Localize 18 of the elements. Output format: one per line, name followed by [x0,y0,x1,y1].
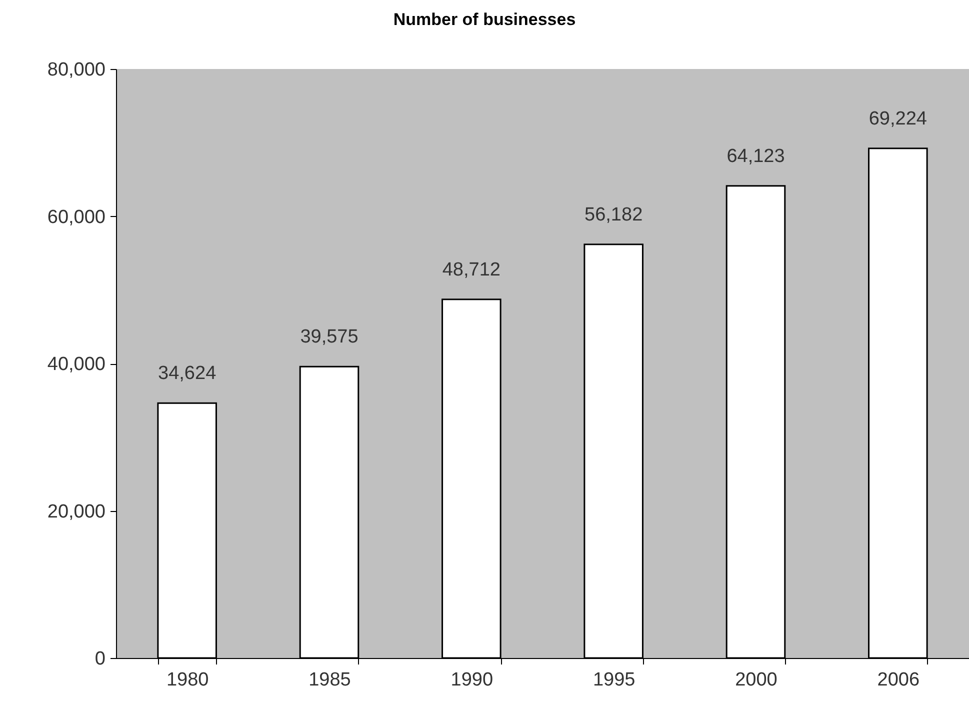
x-tick-label: 1990 [450,670,494,690]
y-tick-label: 0 [94,648,106,670]
x-tick-label: 1985 [308,670,351,690]
data-label: 69,224 [868,108,928,130]
y-tick-label: 40,000 [47,354,106,375]
x-tick-label: 1995 [592,670,636,690]
x-tick-label: 1980 [166,670,209,690]
y-tick-label: 80,000 [47,60,106,80]
data-label: 56,182 [584,204,643,226]
data-label: 34,624 [158,363,217,384]
chart-title: Number of businesses [393,10,576,29]
x-tick-label: 2006 [877,670,920,690]
y-tick-label: 60,000 [47,206,106,228]
data-label: 48,712 [442,259,500,280]
data-label: 39,575 [300,326,358,348]
x-tick-label: 2000 [735,670,778,690]
data-label: 64,123 [726,146,785,167]
y-tick-label: 20,000 [47,501,106,522]
